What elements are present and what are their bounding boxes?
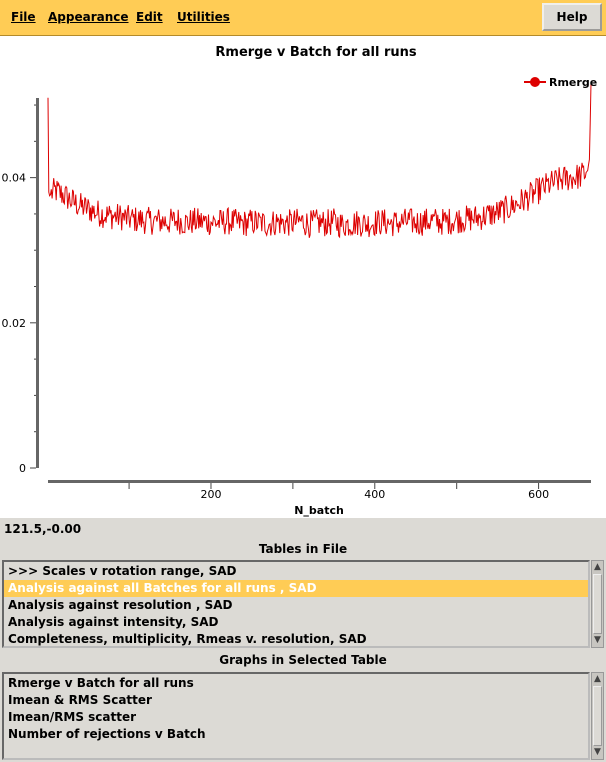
y-axis-line: [36, 98, 39, 468]
y-tick-label: 0.02: [2, 317, 27, 330]
series-line-rmerge: [47, 83, 592, 239]
menu-utilities[interactable]: Utilities: [177, 10, 230, 24]
tables-heading: Tables in File: [258, 542, 348, 556]
menu-edit[interactable]: Edit: [136, 10, 163, 24]
series-layer: [47, 83, 592, 239]
legend: Rmerge: [524, 76, 597, 89]
list-item[interactable]: >>> Scales v rotation range, SAD: [8, 564, 237, 578]
graphs-list[interactable]: Rmerge v Batch for all runs Imean & RMS S…: [2, 672, 590, 760]
graphs-heading: Graphs in Selected Table: [219, 653, 387, 667]
list-item[interactable]: Analysis against resolution , SAD: [8, 598, 233, 612]
list-item[interactable]: Imean/RMS scatter: [8, 710, 137, 724]
tables-list[interactable]: >>> Scales v rotation range, SAD Analysis…: [2, 560, 590, 648]
legend-label: Rmerge: [549, 76, 597, 89]
list-item[interactable]: Number of rejections v Batch: [8, 727, 206, 741]
scroll-up-arrow-icon[interactable]: ▲: [594, 562, 601, 572]
help-button[interactable]: Help: [542, 3, 602, 31]
x-axis-line: [48, 480, 591, 483]
axes: 0 0.02 0.04 200 400 600: [2, 98, 591, 501]
scroll-up-arrow-icon[interactable]: ▲: [594, 674, 601, 684]
list-item[interactable]: Analysis against all Batches for all run…: [4, 580, 588, 597]
x-axis-label: N_batch: [294, 504, 344, 517]
chart[interactable]: Rmerge v Batch for all runs 0 0.02 0.04 200…: [0, 36, 606, 518]
list-item[interactable]: Completeness, multiplicity, Rmeas v. res…: [8, 632, 367, 646]
tables-scrollbar[interactable]: ▲ ▼: [591, 560, 604, 648]
list-item[interactable]: Analysis against intensity, SAD: [8, 615, 219, 629]
scroll-thumb[interactable]: [593, 686, 602, 746]
lower-panel: 121.5,-0.00 Tables in File >>> Scales v …: [0, 518, 606, 762]
graphs-scrollbar[interactable]: ▲ ▼: [591, 672, 604, 760]
y-tick-label: 0.04: [2, 172, 27, 185]
x-tick-label: 600: [528, 488, 549, 501]
menu-appearance[interactable]: Appearance: [48, 10, 129, 24]
x-tick-label: 200: [200, 488, 221, 501]
y-tick-label: 0: [19, 462, 26, 475]
scroll-thumb[interactable]: [593, 574, 602, 634]
list-item[interactable]: Imean & RMS Scatter: [8, 693, 152, 707]
menu-file[interactable]: File: [11, 10, 36, 24]
coordinate-readout: 121.5,-0.00: [4, 522, 82, 536]
menu-bar: File Appearance Edit Utilities Help: [0, 0, 606, 36]
x-tick-label: 400: [364, 488, 385, 501]
list-item[interactable]: Rmerge v Batch for all runs: [8, 676, 194, 690]
chart-title: Rmerge v Batch for all runs: [215, 45, 416, 60]
legend-marker: [530, 77, 540, 87]
scroll-down-arrow-icon[interactable]: ▼: [594, 747, 601, 757]
scroll-down-arrow-icon[interactable]: ▼: [594, 635, 601, 645]
